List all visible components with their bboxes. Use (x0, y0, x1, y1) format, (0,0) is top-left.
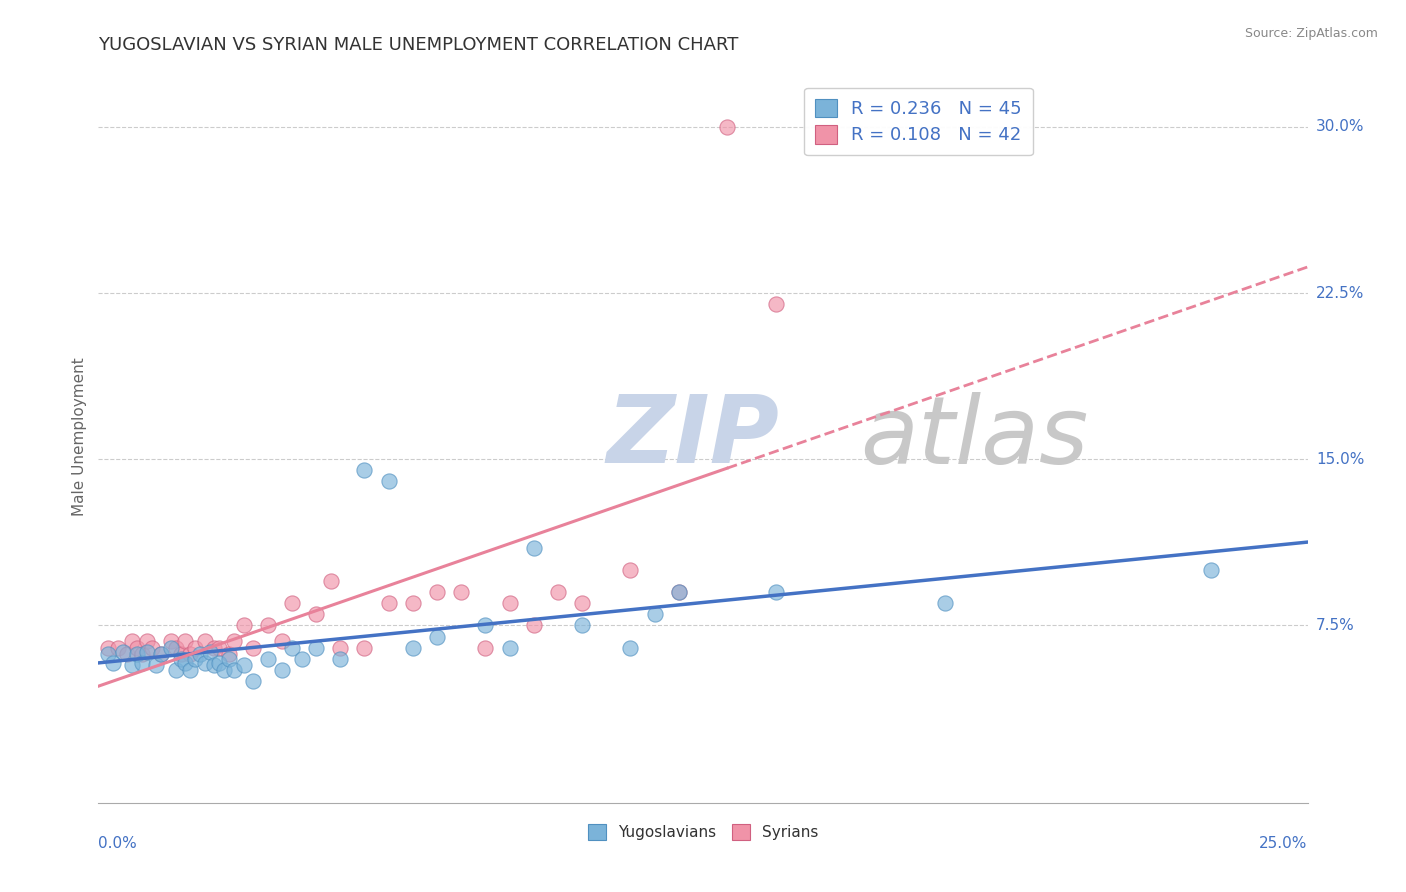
Point (131, 648, 153, 662)
Text: YUGOSLAVIAN VS SYRIAN MALE UNEMPLOYMENT CORRELATION CHART: YUGOSLAVIAN VS SYRIAN MALE UNEMPLOYMENT … (98, 36, 738, 54)
Point (212, 663, 235, 677)
Point (377, 596, 399, 610)
Point (127, 640, 149, 655)
Point (160, 640, 183, 655)
Point (281, 596, 304, 610)
Point (204, 658, 226, 673)
Point (174, 656, 197, 670)
Point (426, 585, 449, 599)
Point (208, 640, 231, 655)
Point (111, 645, 134, 659)
Point (208, 656, 231, 670)
Point (135, 645, 157, 659)
Text: 25.0%: 25.0% (1260, 836, 1308, 851)
Point (934, 596, 956, 610)
Point (198, 645, 221, 659)
Point (319, 574, 342, 589)
Point (169, 651, 191, 665)
Point (101, 656, 124, 670)
Text: Source: ZipAtlas.com: Source: ZipAtlas.com (1244, 27, 1378, 40)
Point (305, 640, 328, 655)
Point (668, 585, 690, 599)
Point (232, 618, 254, 632)
Point (218, 651, 240, 665)
Point (523, 541, 546, 555)
Point (474, 618, 496, 632)
Point (184, 640, 207, 655)
Point (619, 640, 641, 655)
Point (1199, 563, 1222, 577)
Point (188, 648, 211, 662)
Point (619, 563, 641, 577)
Point (107, 640, 129, 655)
Point (716, 120, 738, 134)
Point (571, 596, 593, 610)
Point (353, 463, 375, 477)
Point (256, 651, 278, 665)
Point (765, 585, 787, 599)
Point (402, 640, 425, 655)
Point (474, 640, 496, 655)
Point (242, 673, 264, 688)
Point (179, 648, 201, 662)
Point (765, 297, 787, 311)
Point (97, 648, 120, 662)
Point (353, 640, 375, 655)
Point (271, 663, 294, 677)
Point (131, 656, 153, 670)
Y-axis label: Male Unemployment: Male Unemployment (72, 358, 87, 516)
Point (329, 651, 352, 665)
Point (127, 648, 149, 662)
Point (547, 585, 569, 599)
Point (256, 618, 278, 632)
Point (150, 648, 173, 662)
Point (498, 596, 520, 610)
Point (150, 648, 173, 662)
Point (232, 658, 254, 673)
Point (141, 640, 163, 655)
Point (290, 651, 312, 665)
Point (204, 640, 226, 655)
Point (450, 585, 472, 599)
Text: ZIP: ZIP (606, 391, 779, 483)
Point (194, 634, 217, 648)
Point (117, 648, 139, 662)
Point (218, 648, 240, 662)
Point (329, 640, 352, 655)
Point (165, 640, 187, 655)
Point (165, 663, 187, 677)
Point (571, 618, 593, 632)
Point (97, 640, 120, 655)
Text: 0.0%: 0.0% (98, 836, 138, 851)
Text: 15.0%: 15.0% (1316, 451, 1364, 467)
Point (498, 640, 520, 655)
Point (222, 634, 245, 648)
Legend: Yugoslavians, Syrians: Yugoslavians, Syrians (582, 818, 824, 847)
Point (121, 634, 143, 648)
Text: atlas: atlas (860, 392, 1088, 483)
Point (523, 618, 546, 632)
Point (271, 634, 294, 648)
Point (145, 658, 167, 673)
Point (377, 475, 399, 489)
Point (174, 634, 197, 648)
Point (160, 634, 183, 648)
Point (281, 640, 304, 655)
Point (135, 634, 157, 648)
Point (305, 607, 328, 622)
Text: 22.5%: 22.5% (1316, 285, 1364, 301)
Point (644, 607, 666, 622)
Point (121, 658, 143, 673)
Point (402, 596, 425, 610)
Point (426, 630, 449, 644)
Point (179, 663, 201, 677)
Text: 30.0%: 30.0% (1316, 120, 1364, 135)
Point (169, 648, 191, 662)
Point (184, 651, 207, 665)
Text: 7.5%: 7.5% (1316, 618, 1354, 633)
Point (668, 585, 690, 599)
Point (222, 663, 245, 677)
Point (242, 640, 264, 655)
Point (194, 656, 217, 670)
